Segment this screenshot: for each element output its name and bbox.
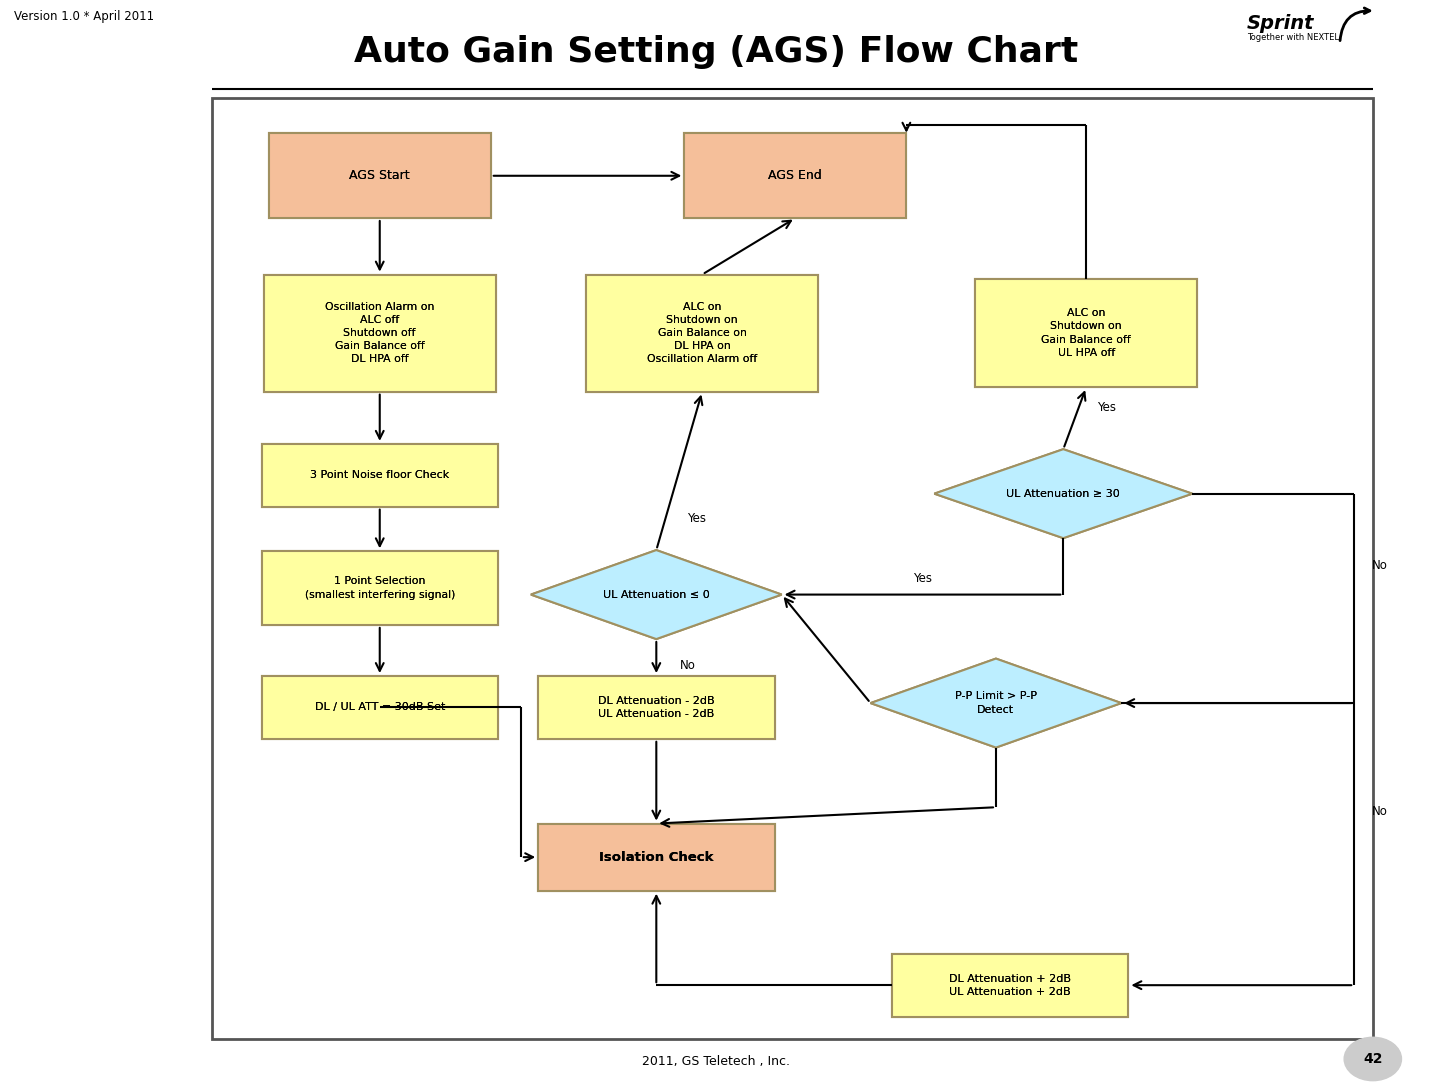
Text: ALC on
Shutdown on
Gain Balance off
UL HPA off: ALC on Shutdown on Gain Balance off UL H… xyxy=(1042,308,1131,358)
FancyBboxPatch shape xyxy=(269,133,490,218)
FancyBboxPatch shape xyxy=(269,133,490,218)
Text: Isolation Check: Isolation Check xyxy=(599,851,714,864)
Text: Auto Gain Setting (AGS) Flow Chart: Auto Gain Setting (AGS) Flow Chart xyxy=(354,35,1079,69)
Polygon shape xyxy=(870,659,1121,748)
FancyBboxPatch shape xyxy=(261,551,499,625)
Text: Sprint: Sprint xyxy=(1247,14,1314,34)
Text: Isolation Check: Isolation Check xyxy=(599,851,714,864)
Text: 1 Point Selection
(smallest interfering signal): 1 Point Selection (smallest interfering … xyxy=(305,576,454,600)
Text: AGS End: AGS End xyxy=(768,169,823,182)
Polygon shape xyxy=(934,449,1192,538)
Text: P-P Limit > P-P
Detect: P-P Limit > P-P Detect xyxy=(954,691,1037,715)
FancyBboxPatch shape xyxy=(974,279,1198,387)
Text: ALC on
Shutdown on
Gain Balance on
DL HPA on
Oscillation Alarm off: ALC on Shutdown on Gain Balance on DL HP… xyxy=(648,302,757,365)
Text: UL Attenuation ≤ 0: UL Attenuation ≤ 0 xyxy=(603,589,709,600)
FancyBboxPatch shape xyxy=(685,133,906,218)
Text: UL Attenuation ≤ 0: UL Attenuation ≤ 0 xyxy=(603,589,709,600)
FancyBboxPatch shape xyxy=(261,551,499,625)
FancyBboxPatch shape xyxy=(264,275,496,392)
Text: Version 1.0 * April 2011: Version 1.0 * April 2011 xyxy=(14,10,155,23)
Text: UL Attenuation ≥ 30: UL Attenuation ≥ 30 xyxy=(1006,488,1121,499)
Text: Together with NEXTEL: Together with NEXTEL xyxy=(1247,34,1338,42)
Text: 2011, GS Teletech , Inc.: 2011, GS Teletech , Inc. xyxy=(642,1055,791,1068)
Text: No: No xyxy=(1371,560,1387,572)
Text: DL Attenuation - 2dB
UL Attenuation - 2dB: DL Attenuation - 2dB UL Attenuation - 2d… xyxy=(598,695,715,719)
Polygon shape xyxy=(530,550,782,639)
Text: 3 Point Noise floor Check: 3 Point Noise floor Check xyxy=(310,470,450,481)
FancyBboxPatch shape xyxy=(537,676,774,739)
FancyBboxPatch shape xyxy=(261,444,499,507)
Text: No: No xyxy=(1371,805,1387,818)
FancyBboxPatch shape xyxy=(212,98,1373,1039)
Text: DL Attenuation + 2dB
UL Attenuation + 2dB: DL Attenuation + 2dB UL Attenuation + 2d… xyxy=(949,973,1072,997)
Text: Yes: Yes xyxy=(686,512,706,525)
Polygon shape xyxy=(870,659,1121,748)
Text: AGS Start: AGS Start xyxy=(350,169,410,182)
Text: DL Attenuation + 2dB
UL Attenuation + 2dB: DL Attenuation + 2dB UL Attenuation + 2d… xyxy=(949,973,1072,997)
Text: P-P Limit > P-P
Detect: P-P Limit > P-P Detect xyxy=(954,691,1037,715)
Text: ALC on
Shutdown on
Gain Balance off
UL HPA off: ALC on Shutdown on Gain Balance off UL H… xyxy=(1042,308,1131,358)
FancyBboxPatch shape xyxy=(264,275,496,392)
FancyBboxPatch shape xyxy=(586,275,818,392)
FancyBboxPatch shape xyxy=(891,954,1128,1017)
Text: No: No xyxy=(679,659,696,672)
Text: Yes: Yes xyxy=(1096,401,1116,413)
FancyBboxPatch shape xyxy=(261,444,499,507)
FancyBboxPatch shape xyxy=(537,676,774,739)
Text: DL / UL ATT = 30dB Set: DL / UL ATT = 30dB Set xyxy=(315,702,444,713)
Text: DL / UL ATT = 30dB Set: DL / UL ATT = 30dB Set xyxy=(315,702,444,713)
Text: Yes: Yes xyxy=(913,572,931,585)
FancyBboxPatch shape xyxy=(261,676,499,739)
Text: UL Attenuation ≥ 30: UL Attenuation ≥ 30 xyxy=(1006,488,1121,499)
Text: Oscillation Alarm on
ALC off
Shutdown off
Gain Balance off
DL HPA off: Oscillation Alarm on ALC off Shutdown of… xyxy=(325,302,434,365)
Text: 3 Point Noise floor Check: 3 Point Noise floor Check xyxy=(310,470,450,481)
Polygon shape xyxy=(934,449,1192,538)
Text: 1 Point Selection
(smallest interfering signal): 1 Point Selection (smallest interfering … xyxy=(305,576,454,600)
Polygon shape xyxy=(530,550,782,639)
Text: 42: 42 xyxy=(1363,1052,1383,1065)
Text: ALC on
Shutdown on
Gain Balance on
DL HPA on
Oscillation Alarm off: ALC on Shutdown on Gain Balance on DL HP… xyxy=(648,302,757,365)
FancyBboxPatch shape xyxy=(537,824,774,891)
FancyBboxPatch shape xyxy=(974,279,1198,387)
FancyBboxPatch shape xyxy=(586,275,818,392)
FancyBboxPatch shape xyxy=(685,133,906,218)
FancyBboxPatch shape xyxy=(537,824,774,891)
FancyBboxPatch shape xyxy=(261,676,499,739)
Text: AGS Start: AGS Start xyxy=(350,169,410,182)
Circle shape xyxy=(1344,1037,1401,1081)
Text: Oscillation Alarm on
ALC off
Shutdown off
Gain Balance off
DL HPA off: Oscillation Alarm on ALC off Shutdown of… xyxy=(325,302,434,365)
Text: DL Attenuation - 2dB
UL Attenuation - 2dB: DL Attenuation - 2dB UL Attenuation - 2d… xyxy=(598,695,715,719)
Text: AGS End: AGS End xyxy=(768,169,823,182)
FancyBboxPatch shape xyxy=(891,954,1128,1017)
